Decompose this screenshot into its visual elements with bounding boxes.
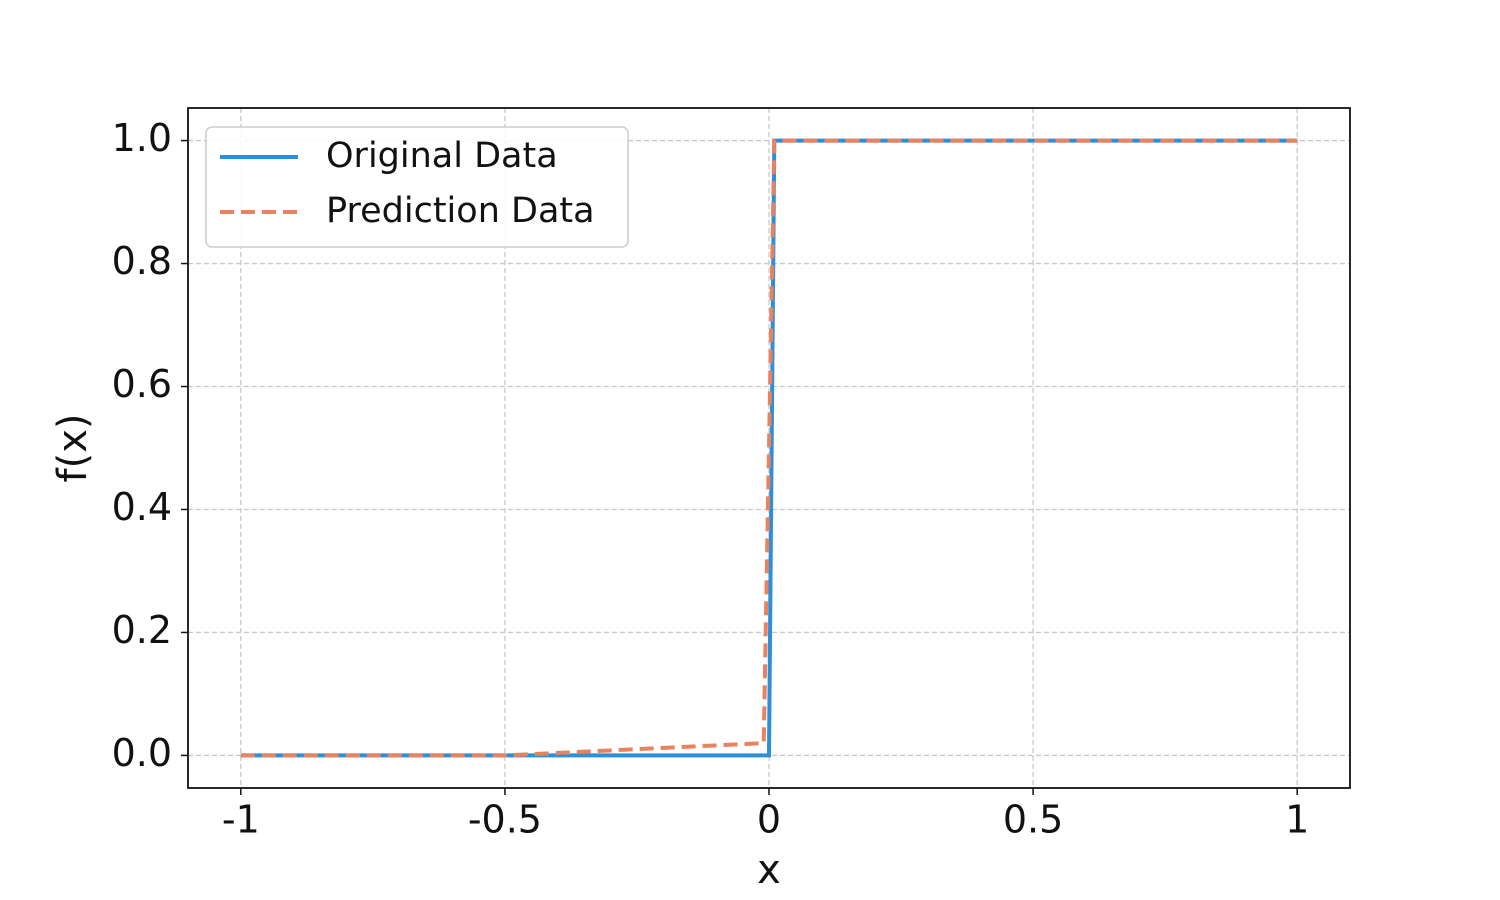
y-tick-label: 0.4 (112, 485, 172, 529)
plot-frame (187, 107, 1351, 789)
y-tick-label: 0.8 (112, 239, 172, 283)
y-tick-label: 0.0 (112, 731, 172, 775)
y-tick-label: 0.6 (112, 362, 172, 406)
data-line (240, 138, 1298, 758)
x-tick-label: 1 (1285, 798, 1309, 842)
y-tick-label: 1.0 (112, 116, 172, 160)
legend-box (205, 126, 629, 248)
x-tick-label: 0 (757, 798, 781, 842)
y-tick-label: 0.2 (112, 608, 172, 652)
x-tick-label: -0.5 (468, 798, 542, 842)
x-tick-label: 0.5 (1003, 798, 1063, 842)
y-axis-label: f(x) (50, 414, 96, 483)
legend-label: Original Data (326, 136, 558, 176)
legend-label: Prediction Data (326, 191, 595, 231)
x-tick-label: -1 (222, 798, 260, 842)
x-axis-label: x (757, 847, 781, 893)
